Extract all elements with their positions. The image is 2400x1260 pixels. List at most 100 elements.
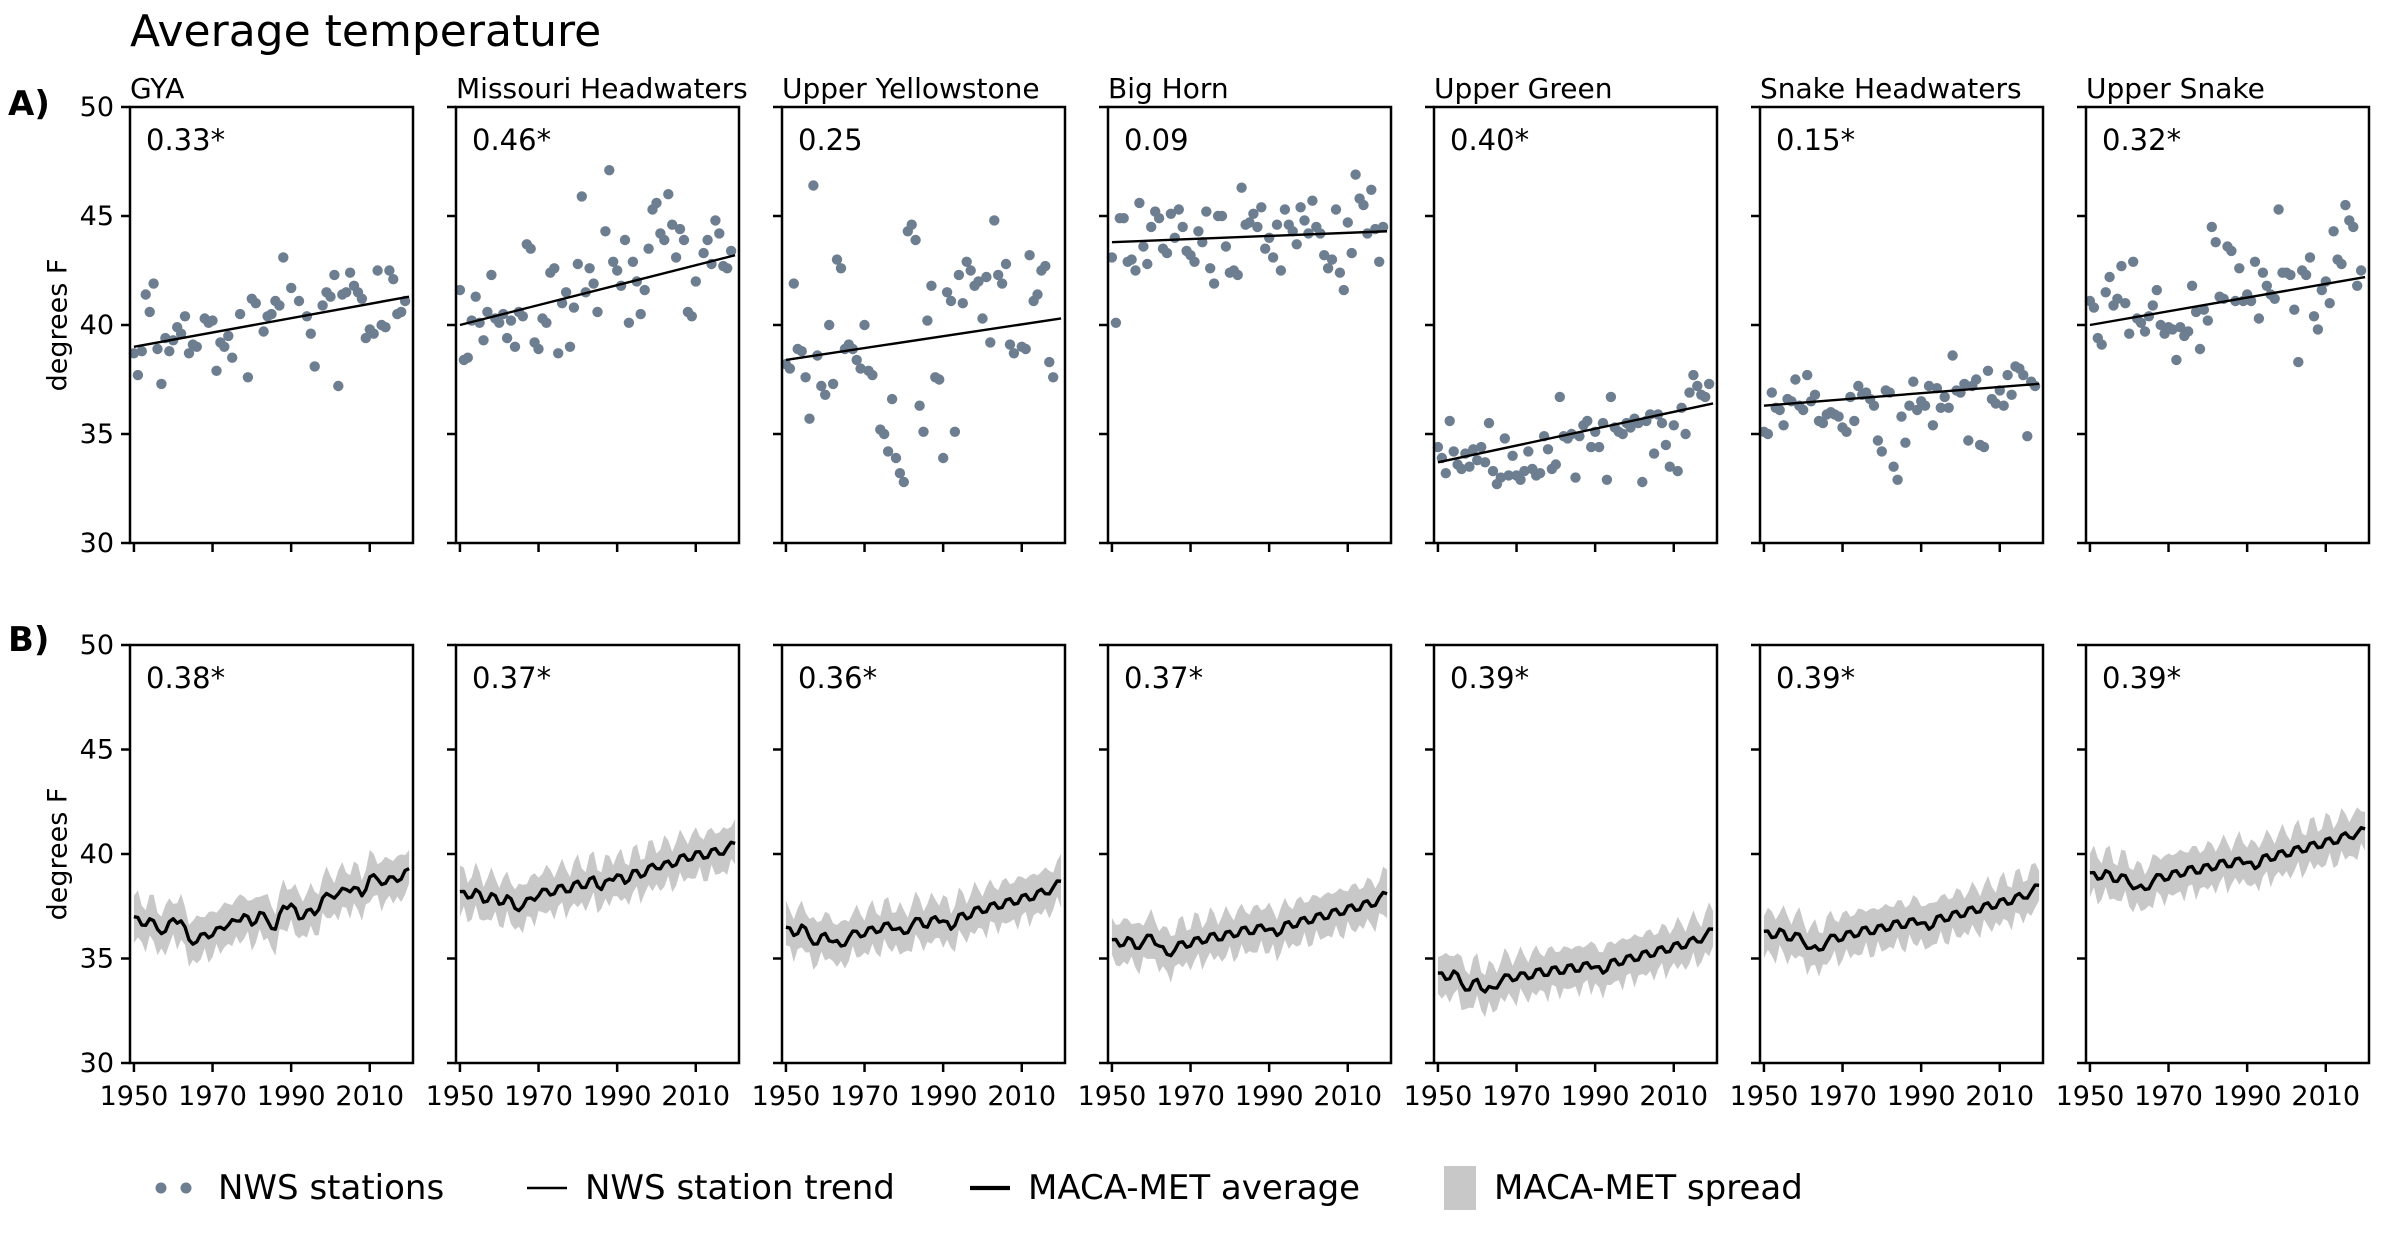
- x-tick-label: 1990: [1561, 1081, 1630, 1112]
- panel-title-upper-snake: Upper Snake: [2086, 72, 2265, 105]
- annotation-a-upper-green: 0.40*: [1450, 123, 1530, 157]
- maca-spread-band: [1437, 902, 1714, 1018]
- panel-b-0: 30 35 40 45 50 1950 1970 1990 2010: [80, 630, 415, 1112]
- annotation-b-big-horn: 0.37*: [1124, 661, 1204, 695]
- legend-thin-line-icon: [527, 1186, 567, 1190]
- maca-average-line: [2089, 825, 2366, 892]
- annotation-a-missouri: 0.46*: [472, 123, 552, 157]
- x-tick-label: 1950: [2056, 1081, 2125, 1112]
- panel-title-big-horn: Big Horn: [1108, 72, 1229, 105]
- annotation-a-snake-headwaters: 0.15*: [1776, 123, 1856, 157]
- x-tick-label: 2010: [1965, 1081, 2034, 1112]
- annotation-a-upper-snake: 0.32*: [2102, 123, 2182, 157]
- panel-a-6: [2077, 105, 2371, 552]
- x-tick-label: 1990: [909, 1081, 978, 1112]
- panel-b-5: 1950 1970 1990 2010: [1730, 643, 2045, 1112]
- x-tick-label: 1950: [1404, 1081, 1473, 1112]
- x-tick-label: 1990: [257, 1081, 326, 1112]
- legend-label-maca-met-average: MACA-MET average: [1028, 1168, 1361, 1208]
- y-tick-label: 45: [80, 201, 114, 232]
- x-tick-label: 1970: [504, 1081, 573, 1112]
- legend-label-nws-station-trend: NWS station trend: [585, 1168, 895, 1208]
- x-tick-label: 1990: [583, 1081, 652, 1112]
- panel-b-2: 1950 1970 1990 2010: [752, 643, 1067, 1112]
- x-tick-label: 1990: [1887, 1081, 1956, 1112]
- panel-b-4: 1950 1970 1990 2010: [1404, 643, 1719, 1112]
- annotation-b-yellowstone: 0.36*: [798, 661, 878, 695]
- row-label-b: B): [8, 620, 50, 660]
- panel-title-missouri-headwaters: Missouri Headwaters: [456, 72, 748, 105]
- x-tick-label: 1970: [178, 1081, 247, 1112]
- panel-a-4: [1425, 105, 1719, 552]
- panel-a-1: [447, 105, 741, 552]
- legend-item-maca-met-spread: MACA-MET spread: [1442, 1162, 1803, 1214]
- x-tick-label: 1950: [100, 1081, 169, 1112]
- x-tick-label: 1990: [2213, 1081, 2282, 1112]
- x-tick-label: 1950: [1730, 1081, 1799, 1112]
- panel-title-upper-yellowstone: Upper Yellowstone: [782, 72, 1040, 105]
- y-tick-label: 40: [80, 839, 114, 870]
- maca-average-line: [1111, 890, 1388, 958]
- panel-a-0: 30 35 40 45 50: [80, 92, 415, 559]
- legend-thick-line-icon: [970, 1185, 1010, 1191]
- maca-average-line: [459, 840, 736, 913]
- y-tick-label: 50: [80, 630, 114, 661]
- row-a-scatter-charts: 30 35 40 45 50: [80, 92, 2371, 559]
- maca-spread-band: [1111, 866, 1388, 983]
- annotation-b-snake-headwaters: 0.39*: [1776, 661, 1856, 695]
- panel-b-1: 1950 1970 1990 2010: [426, 643, 741, 1112]
- maca-average-line: [1437, 927, 1714, 994]
- legend-dots-icon: [155, 1182, 192, 1194]
- x-tick-label: 2010: [661, 1081, 730, 1112]
- figure-title: Average temperature: [130, 6, 602, 57]
- panel-title-upper-green: Upper Green: [1434, 72, 1613, 105]
- annotation-b-upper-snake: 0.39*: [2102, 661, 2182, 695]
- row-b-maca-charts: 30 35 40 45 50 1950 1970 1990 2010 1950 1970 1990 20…: [80, 630, 2371, 1112]
- maca-average-line: [133, 867, 410, 946]
- maca-spread-band: [785, 854, 1062, 970]
- y-tick-label: 40: [80, 310, 114, 341]
- y-tick-label: 35: [80, 419, 114, 450]
- row-label-a: A): [8, 84, 50, 124]
- x-tick-label: 2010: [987, 1081, 1056, 1112]
- x-tick-label: 2010: [1313, 1081, 1382, 1112]
- maca-spread-band: [1763, 862, 2040, 977]
- legend-item-nws-stations: NWS stations: [150, 1162, 444, 1214]
- y-tick-label: 45: [80, 735, 114, 766]
- y-tick-label: 50: [80, 92, 114, 123]
- y-tick-label: 30: [80, 528, 114, 559]
- panel-a-2: [773, 105, 1067, 552]
- panel-a-3: [1099, 105, 1393, 552]
- x-tick-label: 1970: [1156, 1081, 1225, 1112]
- y-tick-label: 35: [80, 944, 114, 975]
- panel-title-snake-headwaters: Snake Headwaters: [1760, 72, 2022, 105]
- x-tick-label: 1970: [1808, 1081, 1877, 1112]
- maca-spread-band: [459, 819, 736, 934]
- maca-average-line: [785, 879, 1062, 948]
- panel-b-3: 1950 1970 1990 2010: [1078, 643, 1393, 1112]
- x-tick-label: 2010: [1639, 1081, 1708, 1112]
- legend-patch-icon: [1444, 1166, 1476, 1210]
- annotation-a-gya: 0.33*: [146, 123, 226, 157]
- annotation-a-big-horn: 0.09: [1124, 123, 1189, 157]
- legend-item-nws-station-trend: NWS station trend: [525, 1162, 895, 1214]
- maca-spread-band: [2089, 807, 2366, 913]
- y-tick-label: 30: [80, 1048, 114, 1079]
- panel-b-6: 1950 1970 1990 2010: [2056, 643, 2371, 1112]
- x-tick-label: 1970: [1482, 1081, 1551, 1112]
- maca-spread-band: [133, 849, 410, 967]
- x-tick-label: 1950: [752, 1081, 821, 1112]
- x-tick-label: 2010: [335, 1081, 404, 1112]
- legend-label-maca-met-spread: MACA-MET spread: [1494, 1168, 1803, 1208]
- x-tick-label: 1990: [1235, 1081, 1304, 1112]
- panel-title-gya: GYA: [130, 72, 185, 105]
- x-tick-label: 1970: [830, 1081, 899, 1112]
- annotation-b-missouri: 0.37*: [472, 661, 552, 695]
- maca-average-line: [1763, 883, 2040, 952]
- annotation-b-gya: 0.38*: [146, 661, 226, 695]
- x-tick-label: 1950: [1078, 1081, 1147, 1112]
- legend-item-maca-met-average: MACA-MET average: [968, 1162, 1360, 1214]
- annotation-a-yellowstone: 0.25: [798, 123, 863, 157]
- x-tick-label: 1950: [426, 1081, 495, 1112]
- legend-label-nws-stations: NWS stations: [218, 1168, 445, 1208]
